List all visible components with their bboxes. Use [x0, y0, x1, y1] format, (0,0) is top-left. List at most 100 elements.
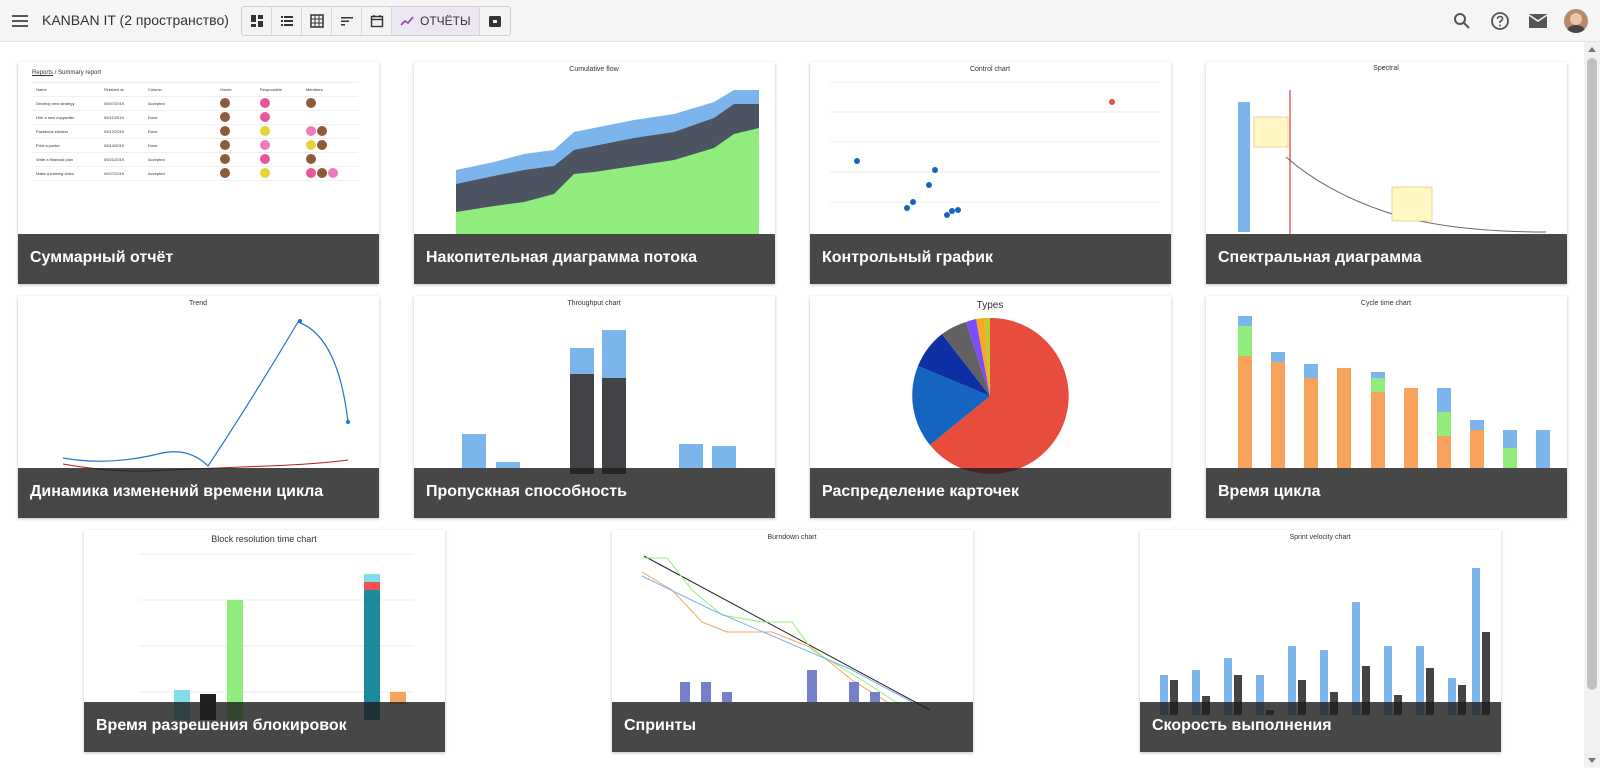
avatar	[306, 98, 316, 108]
spectral-chart-tile[interactable]: Spectral Спектральная диаграмма	[1206, 62, 1567, 284]
table-view-button[interactable]	[302, 7, 332, 35]
bar	[722, 692, 732, 702]
list-view-button[interactable]	[272, 7, 302, 35]
control-chart: Control chart	[830, 66, 1160, 218]
scroll-up-icon[interactable]	[1588, 47, 1596, 52]
area-series	[456, 128, 759, 234]
summary-report-tile[interactable]: Reports / Summary report Name Finished a…	[18, 62, 379, 284]
cell-name: Facebook stickers	[36, 129, 69, 134]
cell-column: Done	[148, 115, 158, 120]
reports-tab[interactable]: ОТЧЁТЫ	[392, 7, 480, 35]
trend-tile[interactable]: Trend Динамика изменений времени цикла	[18, 296, 379, 518]
bar	[1238, 102, 1250, 232]
data-point	[904, 205, 910, 211]
block-resolution-tile[interactable]: Block resolution time chart Время разреш…	[84, 530, 445, 752]
col-header: Column	[148, 87, 162, 92]
table-row: Make a training video 09/27/2019 Accepted	[32, 167, 358, 181]
throughput-tile[interactable]: Throughput chart Пропускная способность	[414, 296, 775, 518]
bar	[1362, 666, 1370, 715]
avatar	[220, 126, 230, 136]
bar	[1320, 650, 1328, 715]
spectral-chart: Spectral	[1238, 65, 1547, 234]
bar	[1224, 658, 1232, 715]
avatar	[306, 140, 316, 150]
chart-title: Sprint velocity chart	[1289, 534, 1350, 541]
table-row: Hire a new copywriter 09/11/2019 Done	[32, 111, 358, 125]
avatar	[317, 140, 327, 150]
burndown-line	[641, 575, 913, 703]
avatar	[328, 168, 338, 178]
cycle-time-chart: Cycle time chart	[1238, 300, 1550, 468]
bar	[701, 682, 711, 702]
bar	[1371, 378, 1385, 392]
tile-caption: Контрольный график	[810, 234, 1171, 284]
breadcrumb-current: / Summary report	[54, 70, 102, 76]
bar	[227, 600, 243, 720]
col-header: Owner	[220, 87, 232, 92]
cell-name: Hire a new copywriter	[36, 115, 75, 120]
control-chart-tile[interactable]: Control chart Контрольный график	[810, 62, 1171, 284]
view-switcher: ОТЧЁТЫ	[241, 6, 511, 36]
bar	[1470, 430, 1484, 468]
burndown-chart: Burndown chart	[641, 534, 931, 711]
table-row: Facebook stickers 09/12/2019 Done	[32, 125, 358, 139]
cell-date: 09/07/2019	[104, 101, 125, 106]
types-pie-chart: Types	[912, 300, 1069, 474]
cell-column: Accepted	[148, 101, 165, 106]
gantt-view-button[interactable]	[332, 7, 362, 35]
pie-slice	[976, 318, 990, 396]
bar	[1470, 420, 1484, 430]
avatar	[220, 98, 230, 108]
bar	[870, 692, 880, 702]
help-button[interactable]	[1488, 9, 1512, 33]
avatar	[260, 126, 270, 136]
scrollbar-thumb[interactable]	[1587, 58, 1597, 690]
mail-button[interactable]	[1526, 9, 1550, 33]
bar	[1304, 364, 1318, 378]
pie-slice	[942, 322, 990, 396]
chart-title: Control chart	[970, 66, 1010, 73]
calendar-view-button[interactable]	[362, 7, 392, 35]
cumulative-flow-tile[interactable]: Cumulative flow Накопительная диаграмма …	[414, 62, 775, 284]
breadcrumb-reports-link[interactable]: Reports	[32, 70, 54, 76]
menu-icon[interactable]	[8, 9, 32, 33]
burndown-tile[interactable]: Burndown chart Спринты	[612, 530, 973, 752]
weibull-curve	[1285, 156, 1547, 233]
bar	[570, 374, 594, 474]
summary-table: Name Finished at Column Owner Responsibl…	[32, 82, 358, 198]
col-header: Members	[306, 87, 323, 92]
data-point	[955, 207, 961, 213]
cycle-time-tile[interactable]: Cycle time chart Время цикла	[1206, 296, 1567, 518]
bar	[1448, 678, 1456, 715]
chart-title: Cycle time chart	[1361, 300, 1411, 307]
avatar	[317, 126, 327, 136]
chart-title: Types	[977, 300, 1004, 311]
top-bar: KANBAN IT (2 пространство) ОТЧЁТЫ	[0, 0, 1600, 42]
bar	[1238, 326, 1252, 356]
search-button[interactable]	[1450, 9, 1474, 33]
board-view-button[interactable]	[242, 7, 272, 35]
throughput-chart: Throughput chart	[462, 300, 736, 474]
data-point	[910, 199, 916, 205]
cumulative-flow-chart: Cumulative flow	[456, 66, 759, 234]
tile-caption: Скорость выполнения	[1140, 702, 1501, 752]
chart-title: Block resolution time chart	[211, 534, 317, 544]
col-header: Name	[36, 87, 47, 92]
help-icon	[1491, 12, 1509, 30]
bar	[1371, 392, 1385, 468]
chart-title: Burndown chart	[767, 534, 816, 541]
chart-title: Spectral	[1373, 65, 1399, 72]
bar	[1304, 378, 1318, 468]
cell-column: Done	[148, 129, 158, 134]
bar	[1416, 646, 1424, 715]
archive-button[interactable]	[480, 7, 510, 35]
scroll-down-icon[interactable]	[1588, 758, 1596, 763]
data-point	[932, 167, 938, 173]
avatar	[260, 112, 270, 122]
types-tile[interactable]: Types Распределение карточек	[810, 296, 1171, 518]
bar	[712, 446, 736, 468]
sprint-velocity-tile[interactable]: Sprint velocity chart Скорость выполнени…	[1140, 530, 1501, 752]
data-point	[298, 319, 302, 323]
bar	[462, 434, 486, 468]
user-avatar[interactable]	[1564, 9, 1588, 33]
